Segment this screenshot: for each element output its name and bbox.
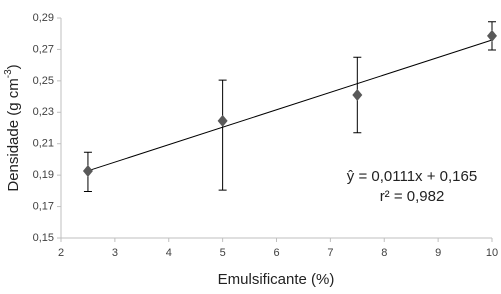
y-label-text: Densidade (g cm xyxy=(5,78,22,191)
y-tick-label: 0,17 xyxy=(33,200,54,212)
r-squared: r² = 0,982 xyxy=(380,188,445,205)
y-tick-label: 0,25 xyxy=(33,75,54,87)
y-tick-label: 0,27 xyxy=(33,43,54,55)
y-tick-label: 0,15 xyxy=(33,232,54,244)
y-label-sup: -3 xyxy=(3,69,14,78)
point xyxy=(217,114,228,127)
x-tick-label: 7 xyxy=(327,247,333,259)
point xyxy=(82,165,93,178)
x-tick-label: 6 xyxy=(273,247,279,259)
point xyxy=(352,89,363,101)
error-bar xyxy=(218,79,227,191)
y-tick-label: 0,29 xyxy=(33,12,54,24)
y-tick-label: 0,19 xyxy=(33,169,54,181)
x-tick-label: 10 xyxy=(486,247,498,259)
x-axis-label: Emulsificante (%) xyxy=(218,271,335,288)
y-axis-label: Densidade (g cm-3) xyxy=(3,64,22,191)
x-tick-label: 9 xyxy=(435,247,441,259)
y-label-end: ) xyxy=(5,64,22,69)
point xyxy=(487,29,497,42)
x-tick-label: 8 xyxy=(381,247,387,259)
x-tick-label: 5 xyxy=(220,247,226,259)
x-tick-label: 4 xyxy=(166,247,172,259)
x-tick-label: 2 xyxy=(58,247,64,259)
x-tick-label: 3 xyxy=(112,247,118,259)
y-tick-label: 0,23 xyxy=(33,106,54,118)
y-tick-label: 0,21 xyxy=(33,138,54,150)
trendline xyxy=(87,39,493,172)
equation: ŷ = 0,0111x + 0,165 xyxy=(347,168,477,185)
